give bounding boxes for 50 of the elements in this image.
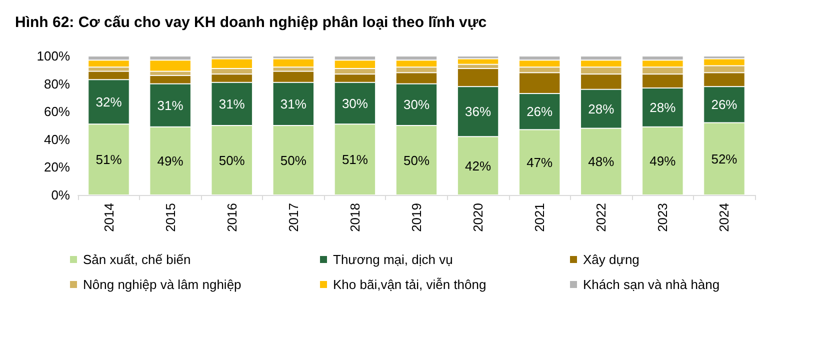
legend-label: Thương mại, dịch vụ bbox=[333, 252, 453, 267]
legend-label: Sản xuất, chế biến bbox=[83, 252, 191, 267]
data-label: 47% bbox=[526, 154, 554, 170]
x-tick-label: 2015 bbox=[162, 203, 178, 232]
bar bbox=[272, 58, 314, 68]
data-label: 48% bbox=[588, 154, 615, 170]
y-tick-label: 40% bbox=[44, 132, 70, 147]
chart-title: Hình 62: Cơ cấu cho vay KH doanh nghiệp phân loại theo lĩnh vực bbox=[15, 14, 487, 31]
data-label: 42% bbox=[465, 158, 492, 174]
data-label: 51% bbox=[342, 152, 368, 168]
y-tick-label: 80% bbox=[44, 76, 70, 92]
bar bbox=[88, 60, 130, 68]
data-label: 26% bbox=[526, 104, 554, 120]
legend-label: Nông nghiệp và lâm nghiệp bbox=[83, 277, 242, 292]
data-label: 31% bbox=[218, 96, 246, 112]
legend-label: Xây dựng bbox=[583, 252, 640, 267]
data-label: 30% bbox=[342, 96, 368, 111]
legend-label: Kho bãi,vận tải, viễn thông bbox=[333, 277, 486, 292]
data-label: 50% bbox=[280, 152, 307, 168]
bar bbox=[150, 60, 191, 72]
y-tick-label: 100% bbox=[36, 48, 70, 64]
data-label: 52% bbox=[711, 151, 738, 166]
data-label: 26% bbox=[711, 97, 738, 112]
x-tick-label: 2022 bbox=[594, 203, 609, 232]
data-label: 30% bbox=[403, 97, 430, 112]
x-tick-label: 2017 bbox=[286, 203, 301, 232]
data-label: 50% bbox=[403, 152, 430, 168]
x-tick-label: 2020 bbox=[470, 203, 486, 232]
data-label: 36% bbox=[465, 104, 492, 120]
x-tick-label: 2024 bbox=[716, 203, 732, 232]
legend-label: Khách sạn và nhà hàng bbox=[583, 277, 720, 292]
data-label: 31% bbox=[157, 98, 184, 113]
data-label: 28% bbox=[650, 100, 676, 115]
x-tick-label: 2023 bbox=[655, 203, 670, 232]
data-label: 28% bbox=[588, 101, 615, 116]
data-label: 32% bbox=[96, 94, 122, 110]
data-label: 49% bbox=[157, 153, 184, 168]
x-tick-label: 2014 bbox=[101, 203, 116, 232]
y-tick-label: 20% bbox=[44, 160, 70, 175]
x-tick-label: 2018 bbox=[347, 203, 362, 232]
data-label: 51% bbox=[96, 152, 122, 168]
x-tick-label: 2021 bbox=[532, 203, 548, 232]
data-label: 31% bbox=[280, 96, 307, 112]
x-tick-label: 2016 bbox=[224, 203, 240, 232]
bar bbox=[457, 58, 499, 64]
y-tick-label: 60% bbox=[44, 104, 70, 120]
y-tick-label: 0% bbox=[51, 188, 70, 202]
data-label: 49% bbox=[650, 153, 676, 168]
x-tick-label: 2019 bbox=[409, 203, 424, 232]
data-label: 50% bbox=[218, 152, 246, 168]
